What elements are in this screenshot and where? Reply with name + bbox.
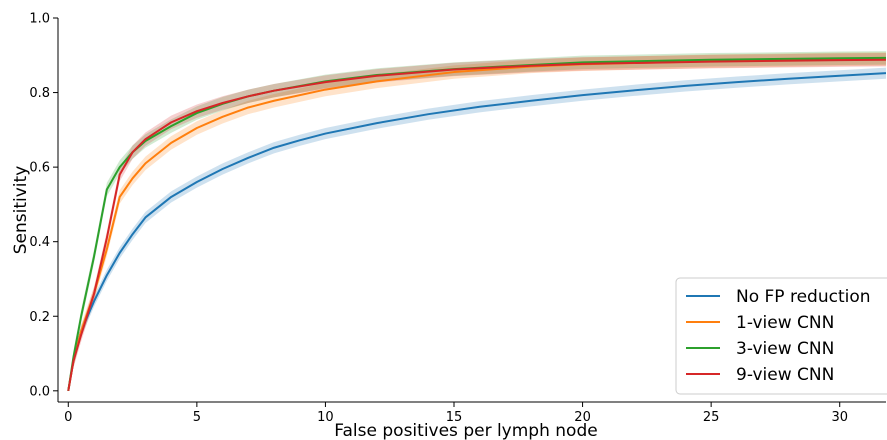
legend-label-9-view-cnn: 9-view CNN bbox=[736, 365, 834, 385]
y-axis-title: Sensitivity bbox=[11, 166, 31, 255]
legend-label-no-fp-reduction: No FP reduction bbox=[736, 287, 871, 307]
x-tick-label: 10 bbox=[317, 410, 334, 425]
legend-box bbox=[675, 277, 887, 395]
line-9-view-cnn bbox=[67, 58, 886, 391]
axes: 0 5 10 15 20 25 30 0.0 0.2 0.4 0.6 0.8 1.0 False posi… bbox=[11, 12, 886, 440]
legend-label-3-view-cnn: 3-view CNN bbox=[736, 339, 834, 359]
y-tick-label: 0.0 bbox=[29, 384, 50, 399]
y-tick-label: 0.4 bbox=[29, 235, 50, 250]
x-tick-label: 20 bbox=[574, 410, 591, 425]
y-tick-label: 0.2 bbox=[29, 310, 50, 325]
x-tick-label: 5 bbox=[193, 410, 201, 425]
legend-label-1-view-cnn: 1-view CNN bbox=[736, 313, 834, 333]
y-tick-label: 1.0 bbox=[29, 12, 50, 27]
legend: No FP reduction 1-view CNN 3-view CNN 9-vie… bbox=[675, 277, 887, 395]
x-tick-label: 0 bbox=[64, 410, 72, 425]
line-no-fp-reduction bbox=[67, 72, 886, 391]
x-tick-label: 30 bbox=[831, 410, 848, 425]
y-tick-label: 0.8 bbox=[29, 86, 50, 101]
x-tick-label: 15 bbox=[446, 410, 463, 425]
x-tick-label: 25 bbox=[703, 410, 720, 425]
y-tick-label: 0.6 bbox=[29, 161, 50, 176]
x-axis-title: False positives per lymph node bbox=[334, 421, 597, 440]
series-lines bbox=[67, 56, 886, 391]
